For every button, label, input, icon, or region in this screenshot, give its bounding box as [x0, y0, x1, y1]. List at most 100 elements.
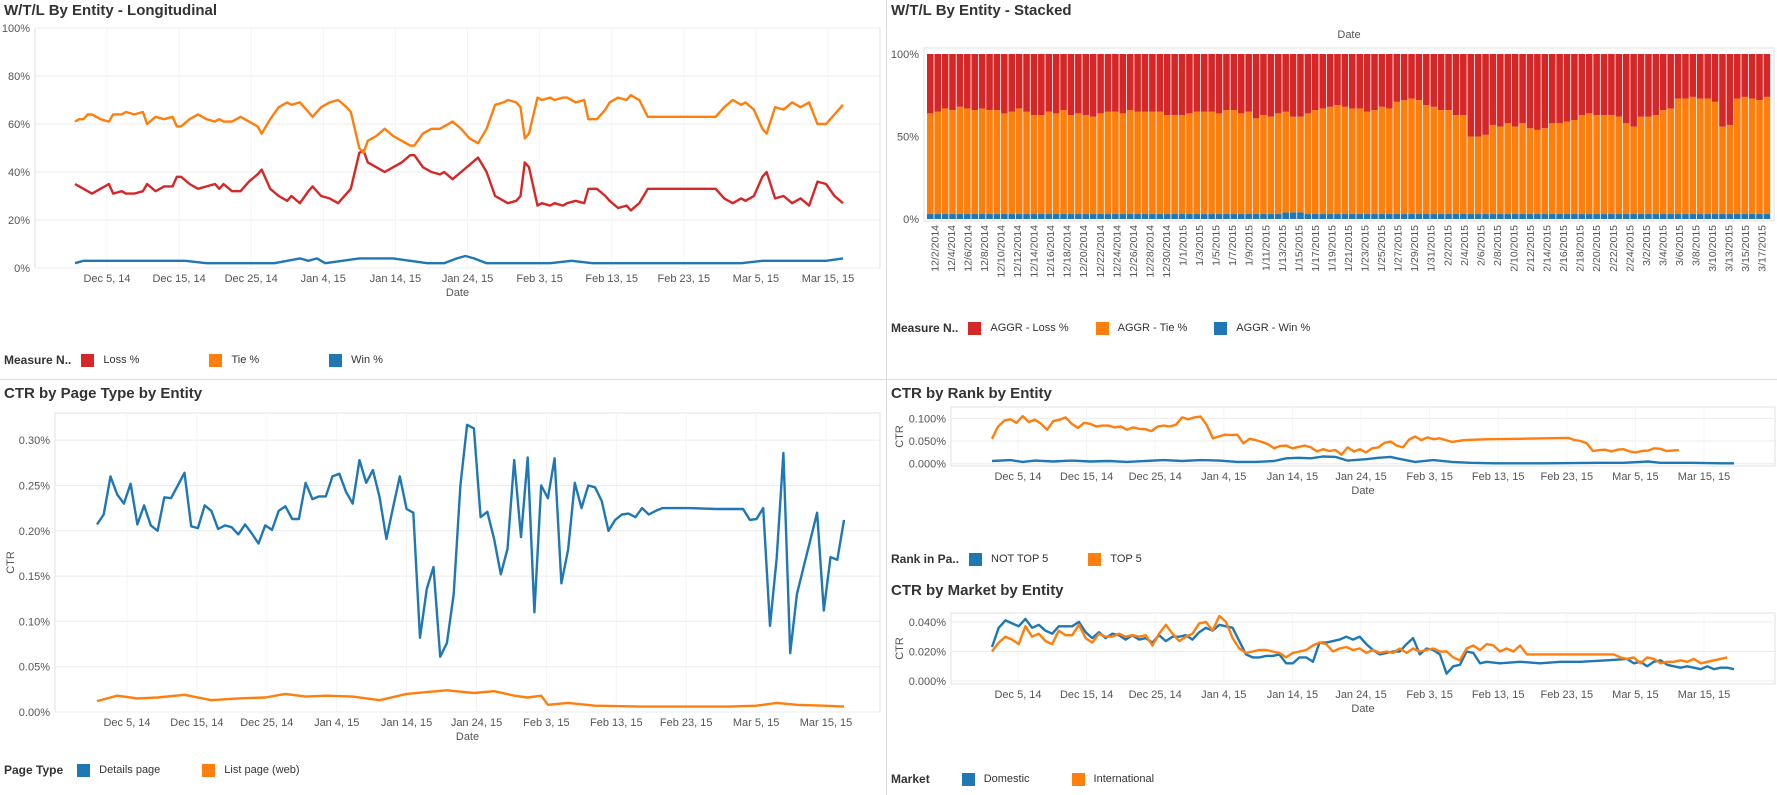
bar-segment-aggr-tie-: [1682, 98, 1689, 215]
bar-segment-aggr-win-: [1571, 214, 1578, 219]
x-tick-label: Jan 14, 15: [1267, 471, 1318, 483]
bar-segment-aggr-win-: [1319, 214, 1326, 219]
bar-segment-aggr-win-: [1541, 214, 1549, 219]
x-tick-label: 2/14/2015: [1542, 225, 1554, 272]
x-tick-label: 3/8/2015: [1691, 225, 1703, 266]
bar-segment-aggr-win-: [1726, 214, 1734, 219]
chart-title: CTR by Rank by Entity: [891, 385, 1052, 402]
x-tick-label: 1/17/2015: [1310, 225, 1322, 272]
y-tick-label: 50%: [897, 132, 919, 144]
bar-segment-aggr-win-: [1659, 214, 1667, 219]
bar-segment-aggr-loss-: [1208, 54, 1215, 112]
bar-segment-aggr-tie-: [1748, 98, 1756, 215]
bar-segment-aggr-loss-: [1711, 54, 1719, 102]
bar-segment-aggr-tie-: [1719, 126, 1726, 215]
bar-segment-aggr-tie-: [1393, 101, 1401, 215]
bar-segment-aggr-loss-: [1282, 54, 1289, 112]
bar-segment-aggr-tie-: [1186, 113, 1193, 215]
y-tick-label: 80%: [8, 71, 30, 83]
legend-item-list-page[interactable]: List page (web): [202, 763, 300, 777]
bar-segment-aggr-tie-: [1741, 96, 1748, 215]
bar-segment-aggr-loss-: [1104, 54, 1112, 112]
legend-item-details-page[interactable]: Details page: [77, 763, 160, 777]
bar-segment-aggr-loss-: [934, 54, 941, 112]
bar-segment-aggr-loss-: [1519, 54, 1526, 124]
bar-segment-aggr-win-: [1645, 214, 1652, 219]
bar-segment-aggr-tie-: [1141, 111, 1149, 215]
series-line-not-top-5: [991, 455, 1734, 465]
bar-segment-aggr-tie-: [1593, 115, 1600, 215]
x-tick-label: Mar 15, 15: [800, 717, 853, 729]
bar-segment-aggr-tie-: [1223, 110, 1230, 215]
swatch: [968, 321, 982, 335]
bar-segment-aggr-tie-: [1126, 110, 1134, 215]
bar-segment-aggr-tie-: [993, 110, 1001, 215]
bar-segment-aggr-tie-: [1571, 120, 1578, 215]
x-tick-label: Feb 13, 15: [1472, 471, 1525, 483]
y-tick-label: 0.000%: [909, 676, 947, 688]
bar-segment-aggr-tie-: [1696, 98, 1704, 215]
bar-segment-aggr-tie-: [1052, 113, 1060, 215]
bar-segment-aggr-win-: [1423, 214, 1430, 219]
bar-segment-aggr-win-: [1097, 214, 1104, 219]
legend-item-tie[interactable]: Tie %: [209, 353, 259, 367]
bar-segment-aggr-win-: [1052, 214, 1060, 219]
bar-segment-aggr-win-: [1008, 214, 1016, 219]
legend-item-loss[interactable]: Loss %: [81, 353, 139, 367]
bar-segment-aggr-win-: [1075, 214, 1082, 219]
bar-segment-aggr-win-: [1001, 214, 1008, 219]
bar-segment-aggr-tie-: [1104, 111, 1112, 215]
legend-item-domestic[interactable]: Domestic: [961, 772, 1030, 786]
legend-item-not-top5[interactable]: NOT TOP 5: [969, 552, 1048, 566]
bar-segment-aggr-loss-: [1415, 54, 1423, 101]
x-tick-label: 2/4/2015: [1459, 225, 1471, 266]
x-tick-label: Jan 4, 15: [301, 273, 346, 285]
legend-item-aggr-win[interactable]: AGGR - Win %: [1214, 321, 1310, 335]
plot-area: [950, 406, 1776, 467]
x-tick-label: 2/8/2015: [1492, 225, 1504, 266]
bar-segment-aggr-win-: [1326, 214, 1334, 219]
x-tick-label: Feb 23, 15: [660, 717, 713, 729]
bar-segment-aggr-tie-: [941, 108, 949, 215]
bar-segment-aggr-loss-: [1460, 54, 1467, 116]
x-axis-label: Date: [1351, 703, 1374, 715]
bar-segment-aggr-loss-: [1304, 54, 1312, 114]
legend-label: AGGR - Loss %: [990, 322, 1069, 334]
bar-segment-aggr-win-: [1482, 214, 1489, 219]
bar-segment-aggr-win-: [1696, 214, 1704, 219]
bar-segment-aggr-win-: [1733, 214, 1741, 219]
bar-segment-aggr-loss-: [1756, 54, 1763, 101]
legend-item-aggr-loss[interactable]: AGGR - Loss %: [968, 321, 1069, 335]
bar-segment-aggr-loss-: [1593, 54, 1600, 116]
series-line-win-: [74, 254, 844, 265]
legend-item-international[interactable]: International: [1071, 772, 1154, 786]
bar-segment-aggr-tie-: [1726, 124, 1734, 215]
x-tick-label: 1/25/2015: [1376, 225, 1388, 272]
legend-label: AGGR - Tie %: [1117, 322, 1188, 334]
x-tick-label: 2/24/2015: [1624, 225, 1636, 272]
bar-segment-aggr-loss-: [1585, 54, 1593, 114]
bar-segment-aggr-tie-: [1015, 108, 1023, 215]
bar-segment-aggr-tie-: [1733, 98, 1741, 215]
bar-segment-aggr-loss-: [927, 54, 934, 114]
bar-segment-aggr-win-: [1741, 214, 1748, 219]
bar-segment-aggr-loss-: [1645, 54, 1652, 117]
bar-segment-aggr-tie-: [1585, 113, 1593, 215]
bar-segment-aggr-loss-: [1504, 54, 1512, 124]
x-tick-label: 12/30/2014: [1161, 225, 1173, 278]
x-tick-label: Jan 4, 15: [1201, 689, 1246, 701]
x-tick-label: Dec 25, 14: [1129, 471, 1182, 483]
bar-segment-aggr-win-: [1134, 214, 1141, 219]
bar-segment-aggr-tie-: [1452, 115, 1460, 215]
bar-segment-aggr-tie-: [1045, 111, 1053, 215]
bar-segment-aggr-loss-: [993, 54, 1001, 111]
y-axis-label: CTR: [894, 425, 906, 448]
bar-segment-aggr-win-: [1630, 214, 1637, 219]
bar-segment-aggr-tie-: [1119, 113, 1127, 215]
bar-segment-aggr-win-: [1652, 214, 1660, 219]
bar-segment-aggr-loss-: [1045, 54, 1053, 112]
legend-item-top5[interactable]: TOP 5: [1088, 552, 1142, 566]
legend-item-win[interactable]: Win %: [329, 353, 383, 367]
legend-item-aggr-tie[interactable]: AGGR - Tie %: [1095, 321, 1188, 335]
y-tick-label: 0.00%: [19, 707, 50, 719]
